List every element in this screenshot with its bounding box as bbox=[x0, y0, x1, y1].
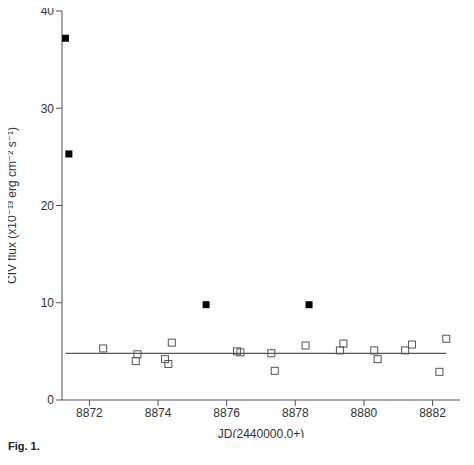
html-text:Fig. 1.: Fig. 1. bbox=[8, 440, 40, 452]
svg-text:30: 30 bbox=[41, 102, 55, 116]
svg-text:8874: 8874 bbox=[145, 406, 172, 420]
svg-text:0: 0 bbox=[47, 393, 54, 407]
svg-text:8876: 8876 bbox=[213, 406, 240, 420]
svg-text:JD(2440000.0+): JD(2440000.0+) bbox=[218, 427, 304, 438]
svg-text:10: 10 bbox=[41, 296, 55, 310]
svg-text:8872: 8872 bbox=[76, 406, 103, 420]
svg-text:8878: 8878 bbox=[282, 406, 309, 420]
svg-text:8882: 8882 bbox=[419, 406, 446, 420]
svg-text:40: 40 bbox=[41, 8, 55, 18]
svg-text:20: 20 bbox=[41, 199, 55, 213]
svg-text:CIV flux (x10⁻¹³ erg cm⁻² s⁻¹): CIV flux (x10⁻¹³ erg cm⁻² s⁻¹) bbox=[8, 127, 19, 284]
svg-text:8880: 8880 bbox=[351, 406, 378, 420]
